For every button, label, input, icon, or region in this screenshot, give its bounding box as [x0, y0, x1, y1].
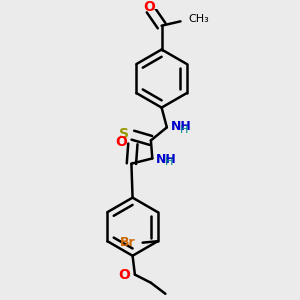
- Text: O: O: [143, 0, 155, 14]
- Text: H: H: [180, 125, 188, 135]
- Text: CH₃: CH₃: [189, 14, 209, 24]
- Text: O: O: [119, 268, 130, 283]
- Text: H: H: [165, 157, 173, 167]
- Text: NH: NH: [171, 120, 191, 133]
- Text: Br: Br: [120, 236, 135, 249]
- Text: NH: NH: [156, 152, 177, 166]
- Text: S: S: [119, 127, 129, 141]
- Text: O: O: [115, 135, 127, 148]
